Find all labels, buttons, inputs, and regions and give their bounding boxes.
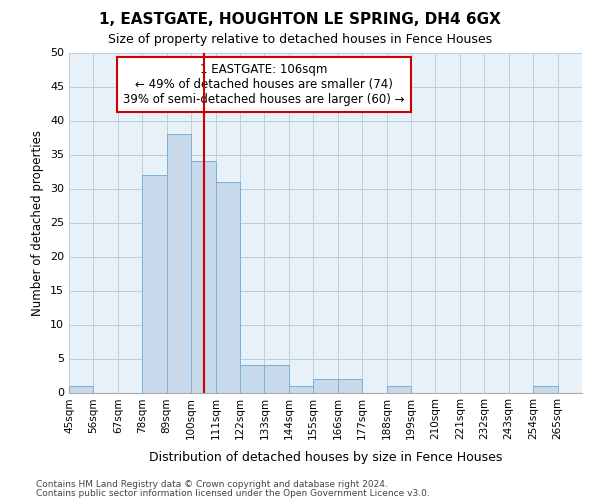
Text: 1 EASTGATE: 106sqm
← 49% of detached houses are smaller (74)
39% of semi-detache: 1 EASTGATE: 106sqm ← 49% of detached hou…: [123, 62, 404, 106]
Bar: [191, 162, 215, 392]
Bar: [167, 134, 191, 392]
Text: Contains HM Land Registry data © Crown copyright and database right 2024.: Contains HM Land Registry data © Crown c…: [36, 480, 388, 489]
Bar: [69, 386, 94, 392]
Bar: [313, 379, 338, 392]
Text: 1, EASTGATE, HOUGHTON LE SPRING, DH4 6GX: 1, EASTGATE, HOUGHTON LE SPRING, DH4 6GX: [99, 12, 501, 28]
Bar: [338, 379, 362, 392]
Bar: [215, 182, 240, 392]
Bar: [265, 366, 289, 392]
Bar: [533, 386, 557, 392]
Text: Contains public sector information licensed under the Open Government Licence v3: Contains public sector information licen…: [36, 489, 430, 498]
Y-axis label: Number of detached properties: Number of detached properties: [31, 130, 44, 316]
Bar: [142, 175, 167, 392]
X-axis label: Distribution of detached houses by size in Fence Houses: Distribution of detached houses by size …: [149, 450, 502, 464]
Text: Size of property relative to detached houses in Fence Houses: Size of property relative to detached ho…: [108, 32, 492, 46]
Bar: [289, 386, 313, 392]
Bar: [240, 366, 265, 392]
Bar: [386, 386, 411, 392]
